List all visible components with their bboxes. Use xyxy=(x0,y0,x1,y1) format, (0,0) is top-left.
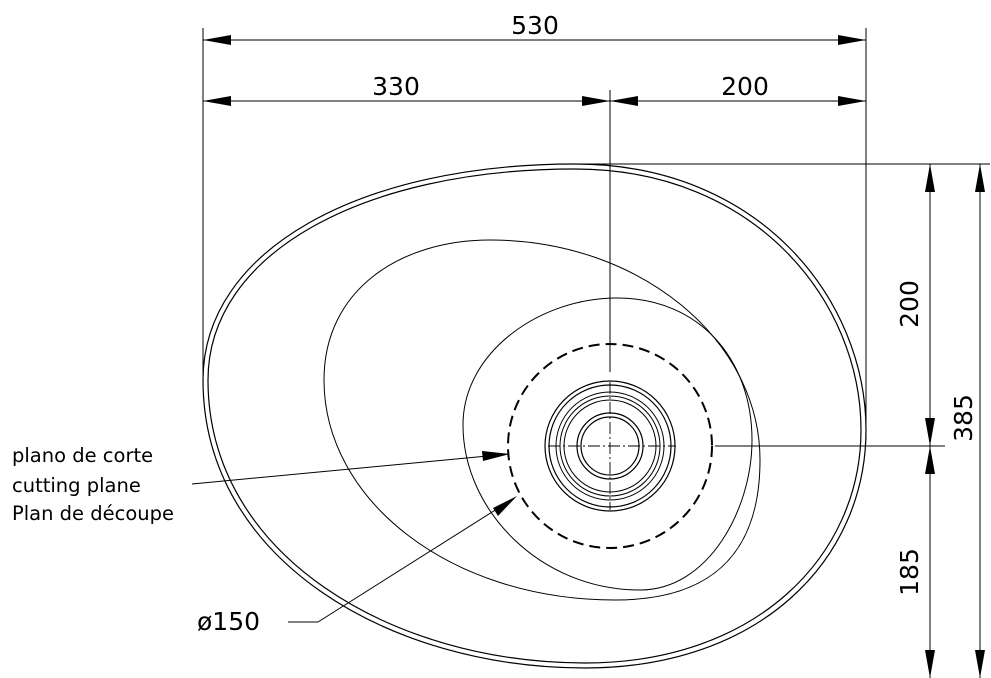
dim-185-label: 185 xyxy=(895,548,924,596)
dim-200-top-label: 200 xyxy=(721,72,769,101)
cutting-plane-leader xyxy=(191,454,499,485)
cutting-plane-arrowhead xyxy=(482,451,510,461)
dim-385-label: 385 xyxy=(949,394,978,442)
extension-lines xyxy=(202,28,990,447)
dimension-overall-height: 385 xyxy=(949,164,985,678)
dimension-overall-width: 530 xyxy=(203,11,866,45)
drain-surround-contour xyxy=(462,297,753,591)
cutting-plane-label-en: cutting plane xyxy=(12,474,141,497)
diameter-note: ø150 xyxy=(197,496,517,636)
dimension-right-width: 200 xyxy=(610,72,866,106)
diameter-leader xyxy=(317,501,509,623)
dimension-upper-height: 200 xyxy=(895,164,935,446)
cutting-plane-note: plano de corte cutting plane Plan de déc… xyxy=(12,444,510,525)
dim-530-label: 530 xyxy=(511,11,559,40)
cutting-plane-label-fr: Plan de découpe xyxy=(12,502,174,525)
drain-center-lines xyxy=(548,382,676,510)
bowl-inner-contour xyxy=(323,239,761,601)
dimension-lower-height: 185 xyxy=(895,446,935,678)
dim-330-label: 330 xyxy=(372,72,420,101)
cutting-plane-label-es: plano de corte xyxy=(12,444,153,467)
rim-outer-line xyxy=(202,163,867,669)
rim-inner-line xyxy=(207,168,862,664)
dimension-left-width: 330 xyxy=(203,72,610,106)
basin-outer-rim xyxy=(202,163,867,669)
diameter-label: ø150 xyxy=(197,607,260,636)
diameter-arrowhead xyxy=(493,496,517,516)
dim-200-side-label: 200 xyxy=(895,280,924,328)
